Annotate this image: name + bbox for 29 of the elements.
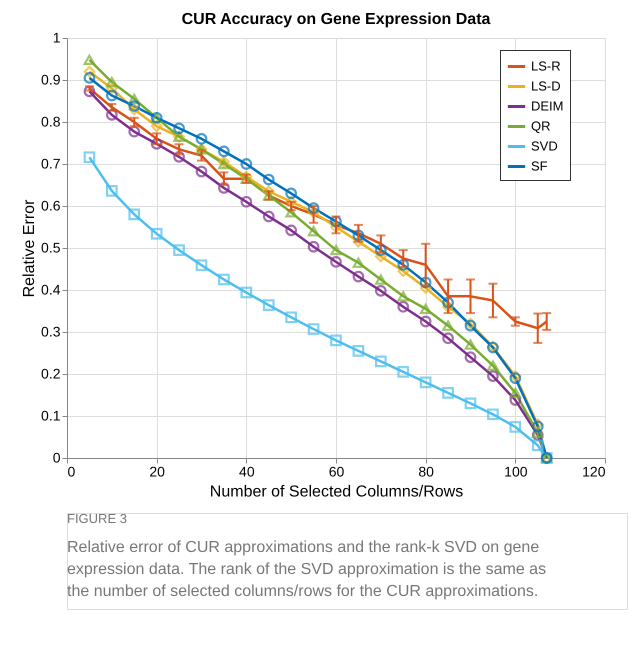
y-tick-label: 0.1 bbox=[41, 408, 61, 424]
x-tick-label: 0 bbox=[68, 464, 76, 480]
y-tick-label: 0.5 bbox=[41, 240, 61, 256]
y-tick-label: 0.3 bbox=[41, 324, 61, 340]
x-tick-label: 20 bbox=[149, 464, 166, 480]
caption: FIGURE 3 bbox=[67, 511, 127, 526]
y-tick-label: 0.6 bbox=[41, 198, 61, 214]
y-tick-label: 0.9 bbox=[41, 72, 61, 88]
x-tick-label: 120 bbox=[582, 464, 606, 480]
x-tick-label: 40 bbox=[239, 464, 255, 480]
legend-label: SF bbox=[531, 158, 548, 174]
legend-label: QR bbox=[531, 118, 550, 134]
y-axis-title: Relative Error bbox=[21, 198, 38, 298]
x-axis-title: Number of Selected Columns/Rows bbox=[210, 484, 464, 500]
y-tick-label: 0.4 bbox=[41, 282, 61, 298]
y-tick-label: 0.2 bbox=[41, 366, 61, 382]
y-tick-label: 0 bbox=[52, 450, 61, 466]
chart-title: CUR Accuracy on Gene Expression Data bbox=[182, 11, 491, 28]
x-tick-label: 100 bbox=[504, 464, 528, 480]
y-tick-label: 0.7 bbox=[41, 156, 61, 172]
legend-label: SVD bbox=[531, 138, 558, 154]
y-tick-label: 0.8 bbox=[41, 114, 61, 130]
text: Relative error of CUR approximations and the rank-k SVD on gene expression data. The rank of the SVD approximation is the same as the number of selected columns/rows for the CUR approximations. bbox=[67, 539, 546, 600]
y-tick-label: 1 bbox=[52, 30, 61, 46]
legend-label: LS-D bbox=[531, 78, 561, 94]
legend-label: LS-R bbox=[531, 58, 561, 74]
x-tick-label: 60 bbox=[328, 464, 344, 480]
x-tick-label: 80 bbox=[418, 464, 434, 480]
legend-label: DEIM bbox=[531, 98, 564, 114]
